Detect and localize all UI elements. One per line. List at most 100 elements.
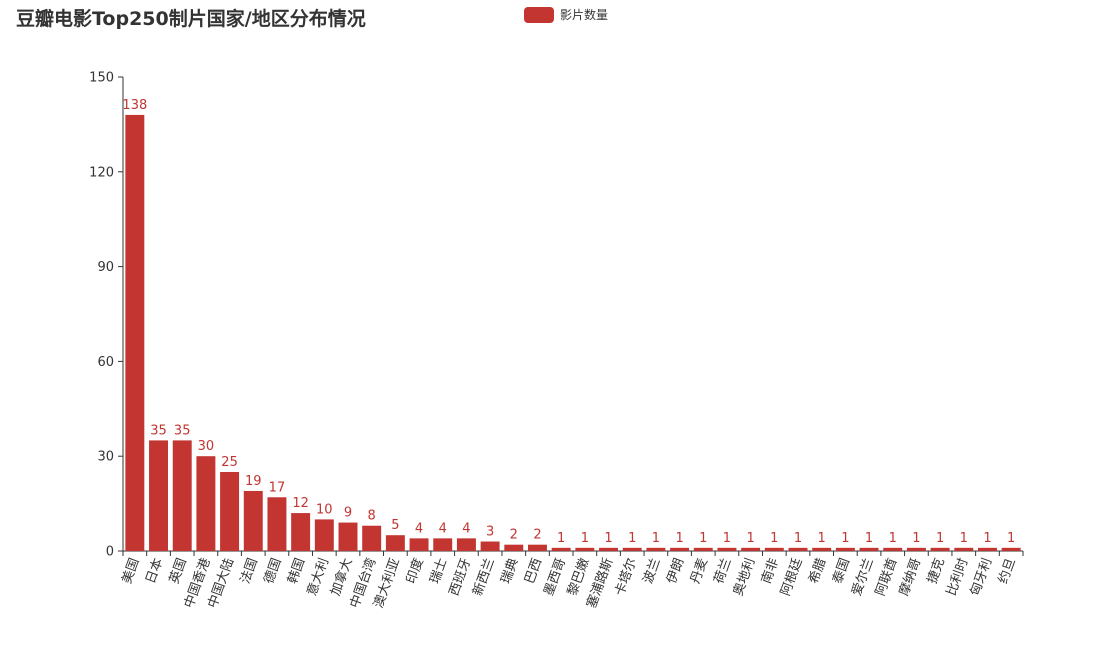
x-tick-label: 日本 bbox=[143, 556, 166, 586]
x-tick-label: 法国 bbox=[238, 556, 261, 586]
data-label: 35 bbox=[150, 423, 167, 438]
data-label: 4 bbox=[415, 521, 423, 536]
bar[interactable] bbox=[220, 472, 240, 551]
bar[interactable] bbox=[717, 547, 737, 551]
x-tick-label: 奥地利 bbox=[731, 556, 758, 598]
bar[interactable] bbox=[575, 547, 595, 551]
bar[interactable] bbox=[954, 547, 974, 551]
x-tick-label: 伊朗 bbox=[664, 556, 687, 586]
x-tick-label: 约旦 bbox=[996, 556, 1019, 586]
bar[interactable] bbox=[504, 544, 524, 551]
bar[interactable] bbox=[267, 497, 287, 551]
bar[interactable] bbox=[693, 547, 713, 551]
x-tick-label: 巴西 bbox=[522, 556, 545, 586]
x-tick-label: 英国 bbox=[167, 556, 190, 586]
data-label: 2 bbox=[510, 528, 518, 543]
y-tick-label: 60 bbox=[97, 355, 114, 370]
bar[interactable] bbox=[764, 547, 784, 551]
bar[interactable] bbox=[409, 538, 429, 551]
x-tick-label: 美国 bbox=[120, 556, 143, 586]
y-tick-label: 90 bbox=[97, 260, 114, 275]
x-tick-label: 波兰 bbox=[641, 556, 664, 586]
x-tick-label: 希腊 bbox=[806, 556, 829, 586]
x-tick-label: 瑞典 bbox=[499, 556, 522, 586]
y-tick-label: 150 bbox=[89, 71, 114, 86]
data-label: 35 bbox=[174, 423, 191, 438]
data-label: 1 bbox=[557, 531, 565, 546]
bar[interactable] bbox=[172, 440, 192, 551]
data-label: 4 bbox=[439, 521, 447, 536]
bar[interactable] bbox=[291, 513, 311, 551]
bar[interactable] bbox=[149, 440, 168, 551]
data-label: 1 bbox=[841, 531, 849, 546]
bar[interactable] bbox=[528, 544, 547, 551]
bar[interactable] bbox=[883, 547, 903, 551]
bar[interactable] bbox=[125, 114, 145, 552]
bar[interactable] bbox=[196, 456, 216, 551]
data-label: 12 bbox=[292, 496, 309, 511]
x-tick-label: 韩国 bbox=[285, 556, 308, 586]
bar[interactable] bbox=[1001, 547, 1021, 551]
legend[interactable]: 影片数量 bbox=[524, 6, 608, 23]
data-label: 8 bbox=[368, 509, 376, 524]
data-label: 1 bbox=[746, 531, 754, 546]
bar[interactable] bbox=[741, 547, 761, 551]
x-tick-label: 印度 bbox=[403, 556, 427, 586]
data-label: 5 bbox=[391, 518, 399, 533]
bar[interactable] bbox=[646, 547, 666, 551]
bar[interactable] bbox=[551, 547, 571, 551]
x-tick-label: 卡塔尔 bbox=[613, 556, 640, 598]
bar[interactable] bbox=[456, 538, 476, 551]
data-label: 9 bbox=[344, 506, 352, 521]
bar[interactable] bbox=[978, 547, 997, 551]
x-tick-label: 瑞士 bbox=[428, 556, 451, 586]
data-label: 1 bbox=[604, 531, 612, 546]
data-label: 1 bbox=[960, 531, 968, 546]
data-label: 1 bbox=[1007, 531, 1015, 546]
x-tick-label: 阿根廷 bbox=[778, 556, 805, 598]
bar[interactable] bbox=[812, 547, 832, 551]
data-label: 1 bbox=[936, 531, 944, 546]
data-label: 30 bbox=[198, 439, 215, 454]
data-label: 1 bbox=[723, 531, 731, 546]
data-label: 10 bbox=[316, 502, 333, 517]
bar[interactable] bbox=[480, 541, 500, 551]
bar[interactable] bbox=[243, 490, 263, 551]
bar[interactable] bbox=[906, 547, 926, 551]
data-label: 1 bbox=[794, 531, 802, 546]
data-label: 1 bbox=[983, 531, 991, 546]
bar[interactable] bbox=[835, 547, 855, 551]
x-tick-label: 匈牙利 bbox=[968, 556, 995, 598]
bar[interactable] bbox=[385, 535, 405, 551]
bar[interactable] bbox=[930, 547, 950, 551]
bar[interactable] bbox=[859, 547, 879, 551]
bar[interactable] bbox=[362, 525, 382, 551]
bar[interactable] bbox=[622, 547, 642, 551]
data-label: 2 bbox=[533, 528, 541, 543]
x-tick-label: 泰国 bbox=[830, 556, 853, 586]
x-tick-label: 德国 bbox=[262, 556, 285, 586]
data-label: 1 bbox=[889, 531, 897, 546]
y-tick-label: 30 bbox=[97, 450, 114, 465]
bar[interactable] bbox=[314, 519, 334, 551]
bar[interactable] bbox=[338, 522, 358, 551]
x-tick-label: 南非 bbox=[758, 556, 782, 586]
data-label: 1 bbox=[675, 531, 683, 546]
legend-swatch bbox=[524, 6, 554, 23]
bar[interactable] bbox=[788, 547, 808, 551]
bar[interactable] bbox=[599, 547, 618, 551]
x-tick-label: 荷兰 bbox=[712, 556, 735, 586]
data-label: 17 bbox=[269, 480, 286, 495]
legend-label: 影片数量 bbox=[560, 8, 609, 22]
bar[interactable] bbox=[433, 538, 453, 551]
data-label: 1 bbox=[581, 531, 589, 546]
data-label: 1 bbox=[865, 531, 873, 546]
x-tick-label: 捷克 bbox=[925, 556, 948, 586]
data-label: 1 bbox=[652, 531, 660, 546]
bar[interactable] bbox=[670, 547, 690, 551]
x-tick-label: 丹麦 bbox=[688, 556, 711, 586]
y-tick-label: 0 bbox=[106, 545, 114, 560]
